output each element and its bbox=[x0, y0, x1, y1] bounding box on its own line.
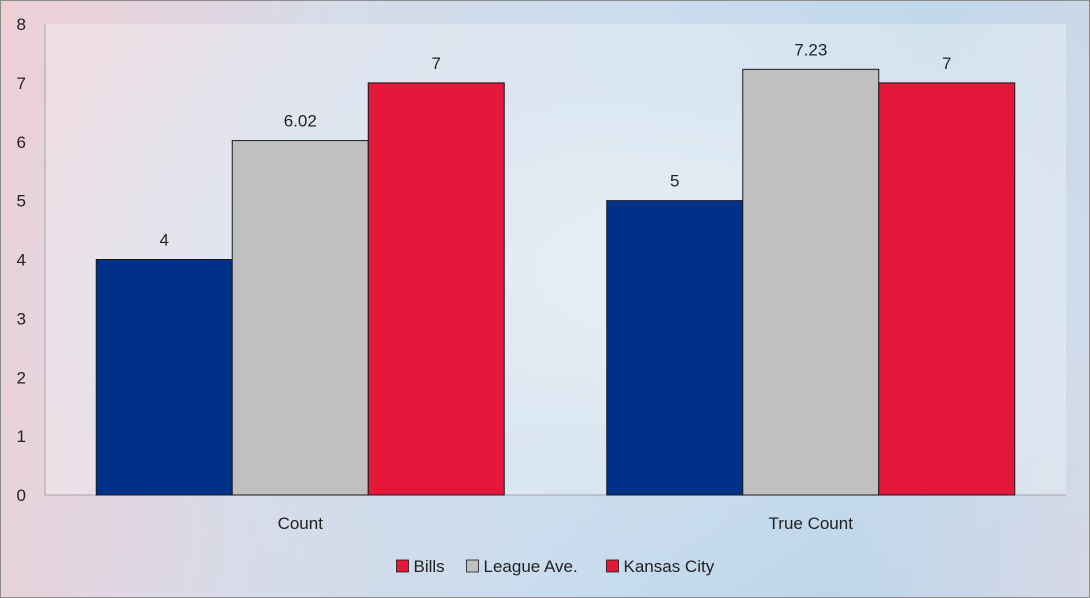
y-tick-label: 4 bbox=[17, 251, 26, 270]
data-labels: 4 6.02 7 5 7.23 7 bbox=[160, 40, 952, 249]
y-tick-label: 8 bbox=[17, 15, 26, 34]
category-label: True Count bbox=[769, 514, 854, 533]
data-label: 5 bbox=[670, 172, 679, 191]
bar bbox=[606, 200, 744, 496]
data-label: 4 bbox=[160, 231, 169, 250]
legend-label: League Ave. bbox=[484, 557, 578, 576]
bar bbox=[367, 82, 505, 496]
data-label: 7.23 bbox=[794, 40, 827, 59]
y-tick-label: 5 bbox=[17, 192, 26, 211]
y-tick-label: 2 bbox=[17, 368, 26, 387]
y-axis-ticks: 0 1 2 3 4 5 6 7 8 bbox=[17, 15, 26, 505]
data-label: 7 bbox=[432, 54, 441, 73]
category-labels: Count True Count bbox=[278, 514, 854, 533]
legend-label: Bills bbox=[414, 557, 445, 576]
y-tick-label: 0 bbox=[17, 486, 26, 505]
legend-swatch bbox=[606, 559, 619, 573]
bar bbox=[95, 259, 233, 496]
bars bbox=[95, 68, 1016, 496]
legend-swatch bbox=[466, 559, 479, 573]
legend-label: Kansas City bbox=[624, 557, 715, 576]
y-tick-label: 7 bbox=[17, 74, 26, 93]
y-tick-label: 3 bbox=[17, 309, 26, 328]
y-tick-label: 6 bbox=[17, 133, 26, 152]
legend-swatch bbox=[396, 559, 409, 573]
bar bbox=[742, 68, 880, 496]
data-label: 6.02 bbox=[284, 112, 317, 131]
data-label: 7 bbox=[942, 54, 951, 73]
bar bbox=[231, 140, 369, 496]
bar bbox=[878, 82, 1016, 496]
legend: Bills League Ave. Kansas City bbox=[396, 557, 715, 576]
y-tick-label: 1 bbox=[17, 427, 26, 446]
category-label: Count bbox=[278, 514, 324, 533]
